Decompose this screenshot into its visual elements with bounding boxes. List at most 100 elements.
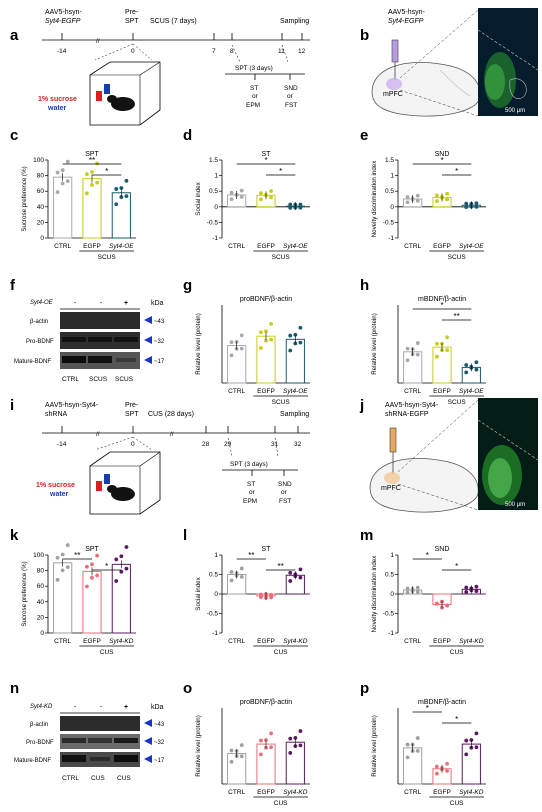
kda-label: kDa: [151, 704, 164, 711]
blot-row-label: Pro-BDNF: [26, 740, 54, 746]
group-label: SCUS: [272, 399, 291, 406]
data-point: [288, 751, 293, 755]
lane-sign: -: [74, 704, 77, 711]
axis-break: //: [96, 38, 100, 45]
arrow-icon: [144, 737, 152, 745]
x-tick-label: Syt4-KD: [459, 638, 484, 645]
data-point: [90, 170, 94, 174]
bar: [111, 563, 131, 634]
x-tick-label: CTRL: [404, 388, 421, 395]
chart-title: SPT: [85, 546, 99, 553]
x-tick-label: EGFP: [433, 638, 451, 645]
axis-break: //: [96, 431, 100, 438]
brain-injection-bottom: AAV5-hsyn-Syt4- shRNA-EGFP mPFC 500 μm: [369, 398, 539, 513]
data-point: [435, 354, 439, 359]
data-point: [85, 191, 89, 196]
bar: [432, 346, 452, 384]
data-point: [435, 199, 439, 203]
data-point: [474, 360, 479, 365]
data-point: [445, 761, 449, 766]
y-tick-label: -1: [388, 630, 394, 637]
data-point: [60, 568, 65, 573]
y-tick-label: 80: [37, 173, 45, 180]
data-point: [55, 555, 60, 560]
chart-title: ST: [262, 546, 272, 553]
chart-title: mBDNF/β-actin: [418, 296, 466, 303]
y-tick-label: 60: [37, 583, 45, 590]
blot-header: Syt4-OE: [30, 300, 54, 306]
data-point: [405, 358, 410, 363]
data-point: [288, 202, 293, 207]
lane-sign: +: [124, 704, 128, 711]
x-tick-label: Syt4-KD: [283, 638, 308, 645]
data-point: [415, 352, 420, 357]
data-point: [293, 735, 298, 740]
or-label: or: [281, 489, 288, 496]
data-point: [405, 200, 410, 205]
chart-p: Relative level (protein) mBDNF/β-actin CTR…: [371, 699, 486, 807]
panel-label-m: m: [360, 527, 373, 544]
y-tick-label: -1: [212, 630, 218, 637]
data-point: [474, 589, 479, 593]
data-point: [474, 731, 479, 736]
data-point: [298, 743, 303, 748]
st-label: ST: [247, 481, 255, 488]
sig-marker: *: [455, 167, 458, 176]
blot-band-beta-actin: [60, 716, 140, 731]
data-point: [415, 193, 420, 198]
data-point: [95, 553, 99, 558]
tick-label: 11: [278, 48, 285, 55]
y-tick-label: 1: [390, 173, 394, 180]
sucrose-bottle: [96, 481, 102, 491]
group-label: CUS: [450, 800, 464, 807]
data-point: [65, 565, 70, 570]
brain-virus-line2: shRNA-EGFP: [385, 411, 429, 418]
chart-title: mBDNF/β-actin: [418, 699, 466, 706]
data-point: [65, 543, 70, 547]
data-point: [415, 589, 420, 594]
data-point: [90, 182, 94, 187]
y-tick-label: 0.5: [209, 572, 218, 579]
y-tick-label: -0.5: [207, 219, 219, 226]
y-axis-label: Relative level (protein): [371, 313, 378, 375]
data-point: [269, 731, 273, 736]
y-tick-label: 0: [214, 204, 218, 211]
sig-marker: *: [455, 562, 458, 571]
data-point: [55, 170, 60, 175]
data-point: [124, 194, 129, 199]
or-label: or: [249, 489, 256, 496]
data-point: [293, 341, 298, 346]
timeline-bottom: AAV5-hsyn-Syt4- shRNA Pre- SPT CUS (28 d…: [36, 402, 310, 515]
bar: [227, 345, 247, 384]
panel-label-c: c: [10, 127, 18, 144]
blot-kda: ~17: [154, 359, 165, 365]
water-bottle: [104, 84, 110, 94]
y-tick-label: 20: [37, 614, 45, 621]
data-point: [298, 729, 303, 733]
brain-sagittal: [371, 62, 481, 117]
bar: [285, 741, 305, 785]
data-point: [259, 346, 263, 350]
data-point: [405, 742, 410, 747]
bar: [461, 743, 481, 785]
data-point: [239, 566, 244, 571]
x-tick-label: Syt4-KD: [283, 789, 308, 796]
blot-kda: ~43: [154, 722, 165, 728]
tick-label: 0: [131, 48, 135, 55]
data-point: [124, 545, 129, 549]
data-point: [229, 190, 234, 195]
data-point: [405, 195, 410, 199]
y-tick-label: 80: [37, 568, 45, 575]
snd-label: SND: [278, 481, 292, 488]
x-tick-label: EGFP: [257, 243, 275, 250]
data-point: [288, 205, 293, 210]
tick-label: 29: [224, 441, 232, 448]
group-label: CUS: [100, 649, 114, 656]
data-point: [259, 197, 263, 202]
data-point: [95, 161, 99, 166]
chart-title: ST: [262, 151, 272, 158]
data-point: [298, 575, 303, 580]
data-point: [415, 736, 420, 740]
bar: [403, 747, 423, 785]
x-tick-label: CTRL: [404, 789, 421, 796]
